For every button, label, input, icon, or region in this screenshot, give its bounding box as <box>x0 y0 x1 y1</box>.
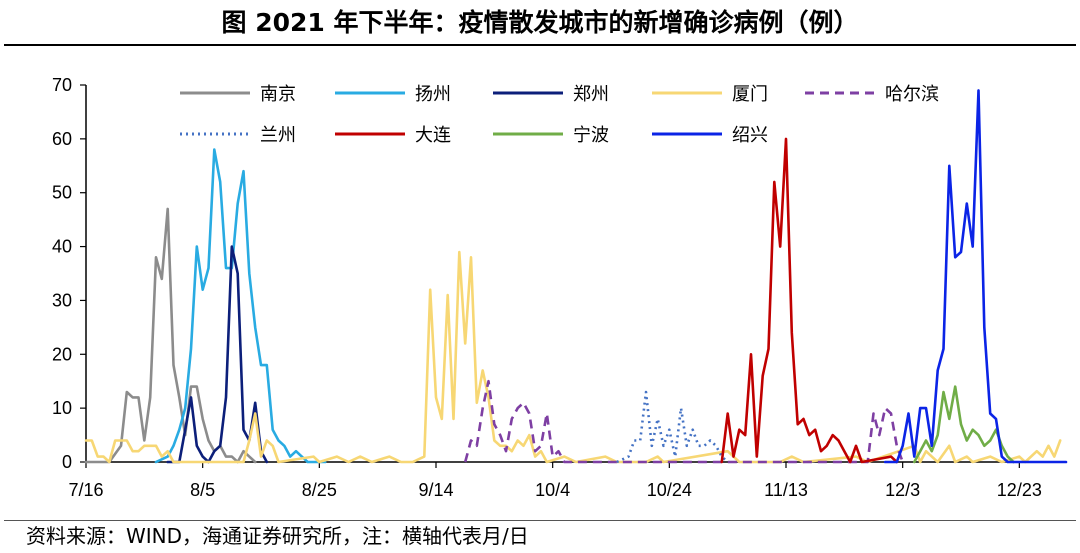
y-tick-label: 70 <box>52 75 72 95</box>
title-rule <box>4 44 1076 46</box>
legend-label-1: 南京 <box>260 84 296 105</box>
chart: 0 10 20 30 40 50 60 70 7/16 8/5 8/25 9/14 10/4 10/24 1… <box>52 75 1068 500</box>
y-tick-label: 10 <box>52 398 72 418</box>
y-tick-label: 30 <box>52 290 72 310</box>
series-line-6 <box>616 390 729 464</box>
x-tick-label: 8/5 <box>190 480 215 500</box>
source-rule <box>4 520 1076 521</box>
series-line-1 <box>84 207 257 464</box>
x-tick-label: 8/25 <box>302 480 337 500</box>
source-note: 资料来源：WIND，海通证券研究所，注：横轴代表月/日 <box>26 524 529 548</box>
y-tick-label: 40 <box>52 237 72 257</box>
series-line-9 <box>883 89 1068 464</box>
legend-label-9: 绍兴 <box>732 125 768 146</box>
y-tick-label: 20 <box>52 344 72 364</box>
x-tick-label: 7/16 <box>68 480 103 500</box>
x-tick-label: 9/14 <box>418 480 453 500</box>
x-tick-label: 11/13 <box>764 480 808 500</box>
legend-label-4: 厦门 <box>732 84 768 105</box>
x-tick-label: 12/23 <box>997 480 1042 500</box>
y-tick-label: 0 <box>62 452 72 472</box>
legend-label-5: 哈尔滨 <box>885 84 939 105</box>
series-line-5 <box>463 379 904 464</box>
legend-label-6: 兰州 <box>260 125 296 146</box>
x-tick-label: 10/24 <box>647 480 692 500</box>
series-line-7 <box>720 137 899 464</box>
legend-label-7: 大连 <box>415 125 451 146</box>
chart-title: 图 2021 年下半年：疫情散发城市的新增确诊病例（例） <box>221 8 859 37</box>
y-tick-label: 60 <box>52 129 72 149</box>
x-tick-label: 10/4 <box>535 480 570 500</box>
legend-label-2: 扬州 <box>415 84 451 105</box>
series-line-2 <box>154 148 327 464</box>
chart-axes: 0 10 20 30 40 50 60 70 7/16 8/5 8/25 9/14 10/4 10/24 1… <box>52 75 1066 500</box>
series-line-4 <box>84 250 1062 464</box>
y-tick-label: 50 <box>52 183 72 203</box>
legend-label-8: 宁波 <box>573 125 609 146</box>
legend-label-3: 郑州 <box>573 84 609 105</box>
chart-series <box>84 89 1068 464</box>
x-tick-label: 12/3 <box>885 480 920 500</box>
